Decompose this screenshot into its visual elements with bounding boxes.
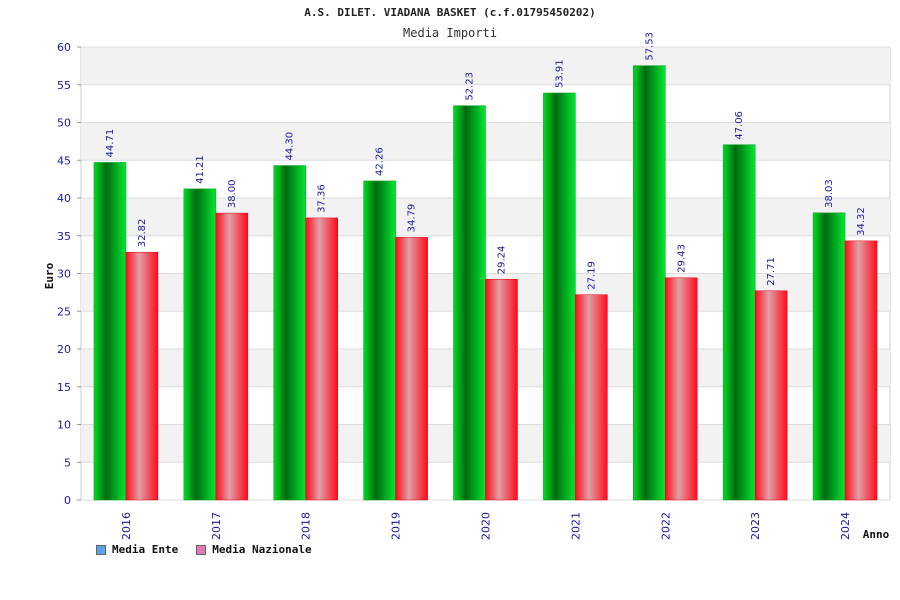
data-label-media-nazionale-2016: 32.82 [137,219,148,248]
bar-media-nazionale-2019 [395,237,428,501]
legend-swatch-media-ente [96,544,106,555]
x-tick-label-2016: 2016 [120,512,133,540]
data-label-media-ente-2023: 47.06 [734,111,745,140]
chart-subtitle: Media Importi [403,26,497,40]
bar-media-nazionale-2017 [215,212,249,501]
y-tick-label: 60 [57,41,71,54]
data-label-media-ente-2018: 44.30 [285,132,296,161]
y-tick-label: 30 [57,268,71,281]
bar-media-ente-2021 [543,92,576,501]
bar-media-ente-2016 [93,162,127,501]
grid-band [81,47,890,85]
x-tick-label-2023: 2023 [749,512,762,540]
y-tick-label: 35 [57,230,71,243]
y-tick-label: 10 [57,419,71,432]
y-tick-label: 0 [64,494,71,507]
data-label-media-nazionale-2020: 29.24 [497,246,508,275]
legend: Media Ente Media Nazionale [96,543,312,556]
y-tick-label: 25 [57,305,71,318]
bar-media-ente-2018 [273,165,306,501]
x-tick-label-2017: 2017 [210,512,223,540]
legend-label-media-nazionale: Media Nazionale [212,543,312,556]
bar-media-nazionale-2020 [485,278,518,501]
x-axis-label: Anno [863,528,890,541]
legend-label-media-ente: Media Ente [112,543,179,556]
bar-media-ente-2022 [633,65,666,501]
data-label-media-ente-2024: 38.03 [824,179,835,208]
data-label-media-nazionale-2017: 38.00 [227,179,238,208]
bar-media-nazionale-2023 [754,290,788,501]
y-tick-label: 15 [57,381,71,394]
x-tick-label-2019: 2019 [390,512,403,540]
x-tick-label-2018: 2018 [300,512,313,540]
bar-media-ente-2020 [453,105,486,501]
data-label-media-ente-2016: 44.71 [105,129,116,158]
y-tick-label: 5 [64,456,71,469]
bar-media-ente-2023 [722,144,756,501]
legend-item-media-nazionale: Media Nazionale [196,543,312,556]
y-tick-label: 50 [57,117,71,130]
x-tick-label-2020: 2020 [480,512,493,540]
data-label-media-ente-2020: 52.23 [465,72,476,101]
data-label-media-nazionale-2024: 34.32 [856,207,867,236]
y-tick-label: 55 [57,79,71,92]
data-label-media-nazionale-2019: 34.79 [407,204,418,233]
x-tick-label-2021: 2021 [569,512,582,540]
data-label-media-ente-2022: 57.53 [644,32,655,61]
y-axis-label: Euro [43,262,56,289]
legend-item-media-ente: Media Ente [96,543,178,556]
data-label-media-ente-2019: 42.26 [375,147,386,176]
bar-media-nazionale-2018 [305,217,338,501]
data-label-media-nazionale-2021: 27.19 [586,261,597,290]
data-label-media-ente-2017: 41.21 [195,155,206,184]
bar-media-nazionale-2022 [665,277,698,501]
y-tick-label: 40 [57,192,71,205]
data-label-media-nazionale-2018: 37.36 [317,184,328,213]
y-tick-label: 45 [57,154,71,167]
chart-title: A.S. DILET. VIADANA BASKET (c.f.01795450… [304,6,596,19]
bar-media-ente-2019 [363,180,396,501]
x-tick-label-2024: 2024 [839,512,852,540]
data-label-media-nazionale-2022: 29.43 [676,244,687,273]
bar-media-nazionale-2021 [575,294,608,501]
legend-swatch-media-nazionale [196,544,207,555]
y-tick-label: 20 [57,343,71,356]
data-label-media-nazionale-2023: 27.71 [766,257,777,286]
bar-media-nazionale-2024 [844,240,878,501]
data-label-media-ente-2021: 53.91 [554,59,565,88]
bar-media-ente-2017 [183,188,217,501]
bar-media-nazionale-2016 [125,251,159,501]
bar-media-ente-2024 [812,212,846,501]
x-tick-label-2022: 2022 [659,512,672,540]
